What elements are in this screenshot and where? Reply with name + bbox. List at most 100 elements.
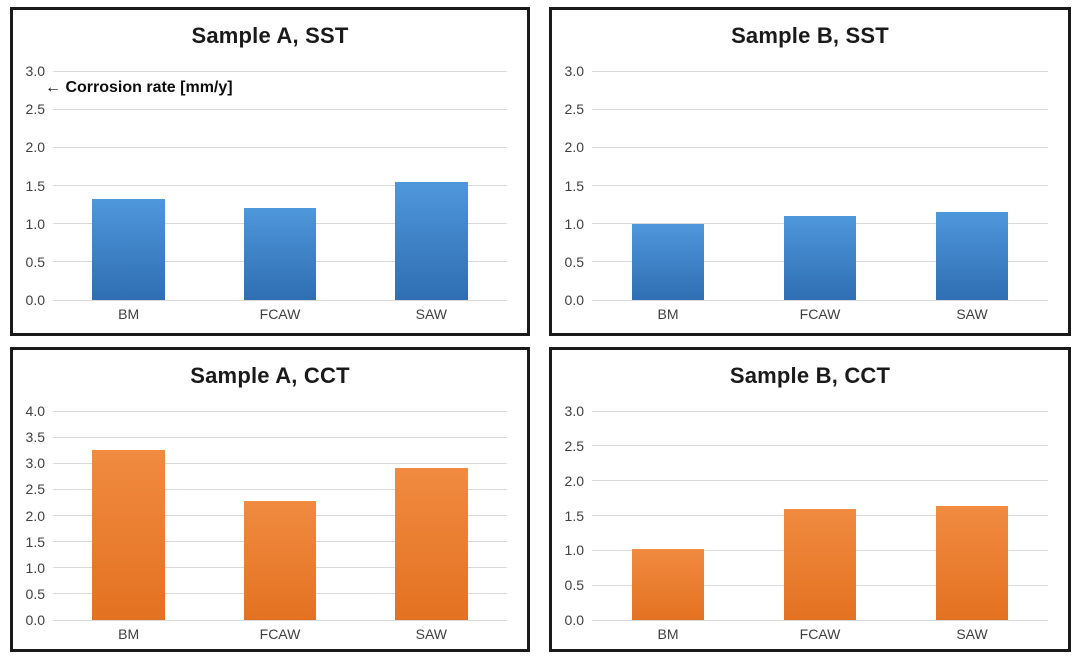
bar-fcaw bbox=[783, 508, 857, 620]
bar-slot bbox=[204, 71, 355, 300]
chart-body: 4.0 3.5 3.0 2.5 2.0 1.5 1.0 0.5 0.0 bbox=[13, 403, 527, 628]
plot-area bbox=[53, 410, 507, 621]
bar-fcaw bbox=[783, 216, 857, 300]
y-tick-label: 1.5 bbox=[564, 507, 584, 524]
bar-slot bbox=[204, 411, 355, 620]
bar-slot bbox=[53, 411, 204, 620]
x-category-label: BM bbox=[118, 306, 140, 322]
x-axis: BM FCAW SAW bbox=[592, 626, 1048, 642]
gridline bbox=[592, 185, 1048, 186]
chart-body: 3.0 2.5 2.0 1.5 1.0 0.5 0.0 bbox=[552, 63, 1068, 308]
bar-saw bbox=[935, 506, 1009, 620]
y-tick-label: 0.0 bbox=[25, 292, 45, 308]
y-tick-label: 0.5 bbox=[564, 577, 584, 594]
bar-bm bbox=[92, 199, 165, 300]
bar-row bbox=[53, 411, 507, 620]
y-tick-label: 1.0 bbox=[564, 215, 584, 232]
chart-panel-sample-b-sst: Sample B, SST 3.0 2.5 2.0 1.5 1.0 0.5 0.0 BM FC… bbox=[549, 7, 1071, 336]
y-tick-label: 2.5 bbox=[564, 437, 584, 454]
gridline bbox=[592, 70, 1048, 72]
x-axis: BM FCAW SAW bbox=[53, 306, 507, 322]
gridline bbox=[53, 299, 507, 301]
bar-slot bbox=[356, 71, 507, 300]
gridline bbox=[53, 410, 507, 412]
y-tick-label: 1.5 bbox=[25, 177, 45, 194]
gridline bbox=[53, 619, 507, 621]
bar-slot bbox=[356, 411, 507, 620]
gridline bbox=[53, 108, 507, 110]
y-tick-label: 2.5 bbox=[564, 101, 584, 118]
y-tick-label: 0.0 bbox=[25, 612, 45, 628]
y-tick-label: 2.0 bbox=[564, 139, 584, 156]
plot-area: ← Corrosion rate [mm/y] bbox=[45, 70, 507, 301]
x-axis: BM FCAW SAW bbox=[592, 306, 1048, 322]
x-category-label: SAW bbox=[415, 306, 447, 322]
bar-slot bbox=[896, 411, 1048, 620]
y-tick-label: 2.5 bbox=[25, 481, 45, 498]
gridline bbox=[53, 185, 507, 186]
bar-bm bbox=[92, 450, 165, 620]
x-axis: BM FCAW SAW bbox=[53, 626, 507, 642]
y-axis: 3.0 2.5 2.0 1.5 1.0 0.5 0.0 bbox=[13, 63, 47, 308]
y-tick-label: 1.5 bbox=[25, 533, 45, 550]
gridline bbox=[592, 619, 1048, 621]
gridline bbox=[53, 70, 507, 72]
bar-slot bbox=[592, 71, 744, 300]
y-tick-label: 3.0 bbox=[564, 63, 584, 79]
chart-panel-sample-a-cct: Sample A, CCT 4.0 3.5 3.0 2.5 2.0 1.5 1.0 0.5 0.… bbox=[10, 347, 530, 652]
chart-panel-sample-b-cct: Sample B, CCT 3.0 2.5 2.0 1.5 1.0 0.5 0.0 BM FC… bbox=[549, 347, 1071, 652]
gridline bbox=[592, 146, 1048, 148]
bar-row bbox=[592, 71, 1048, 300]
gridline bbox=[592, 299, 1048, 301]
bar-slot bbox=[896, 71, 1048, 300]
gridline bbox=[592, 108, 1048, 110]
chart-title: Sample A, SST bbox=[191, 23, 349, 48]
y-tick-label: 2.0 bbox=[25, 139, 45, 156]
bar-bm bbox=[631, 223, 705, 300]
gridline bbox=[53, 436, 507, 438]
y-tick-label: 2.0 bbox=[564, 472, 584, 489]
bar-slot bbox=[53, 71, 204, 300]
y-axis: 3.0 2.5 2.0 1.5 1.0 0.5 0.0 bbox=[552, 63, 586, 308]
plot-area bbox=[592, 410, 1048, 621]
x-category-label: BM bbox=[657, 626, 679, 642]
y-tick-label: 2.0 bbox=[25, 507, 45, 524]
gridline bbox=[53, 462, 507, 464]
chart-body: 3.0 2.5 2.0 1.5 1.0 0.5 0.0 ← Corrosion rate [… bbox=[13, 63, 527, 308]
y-tick-label: 1.5 bbox=[564, 177, 584, 194]
y-tick-label: 3.0 bbox=[25, 63, 45, 79]
y-axis: 3.0 2.5 2.0 1.5 1.0 0.5 0.0 bbox=[552, 403, 586, 628]
plot-area bbox=[592, 70, 1048, 301]
x-category-label: BM bbox=[657, 306, 679, 322]
bar-slot bbox=[592, 411, 744, 620]
y-tick-label: 2.5 bbox=[25, 101, 45, 118]
gridline bbox=[592, 410, 1048, 412]
x-category-label: FCAW bbox=[259, 306, 301, 322]
y-axis: 4.0 3.5 3.0 2.5 2.0 1.5 1.0 0.5 0.0 bbox=[13, 403, 47, 628]
y-tick-label: 1.0 bbox=[25, 215, 45, 232]
y-tick-label: 4.0 bbox=[25, 403, 45, 419]
x-category-label: FCAW bbox=[259, 626, 301, 642]
bar-slot bbox=[744, 411, 896, 620]
chart-panel-sample-a-sst: Sample A, SST 3.0 2.5 2.0 1.5 1.0 0.5 0.0 ← Co… bbox=[10, 7, 530, 336]
chart-title: Sample A, CCT bbox=[190, 363, 350, 388]
bar-fcaw bbox=[243, 501, 317, 620]
bar-fcaw bbox=[243, 207, 317, 300]
y-tick-label: 1.0 bbox=[564, 542, 584, 559]
gridline bbox=[592, 480, 1048, 482]
x-category-label: SAW bbox=[415, 626, 447, 642]
bar-saw bbox=[395, 468, 468, 620]
x-category-label: FCAW bbox=[799, 626, 841, 642]
x-category-label: BM bbox=[118, 626, 140, 642]
chart-body: 3.0 2.5 2.0 1.5 1.0 0.5 0.0 bbox=[552, 403, 1068, 628]
x-category-label: FCAW bbox=[799, 306, 841, 322]
bar-slot bbox=[744, 71, 896, 300]
y-tick-label: 0.0 bbox=[564, 292, 584, 308]
y-tick-label: 0.5 bbox=[564, 253, 584, 270]
bar-row bbox=[53, 71, 507, 300]
x-category-label: SAW bbox=[956, 626, 988, 642]
y-tick-label: 0.5 bbox=[25, 253, 45, 270]
y-tick-label: 0.5 bbox=[25, 585, 45, 602]
y-tick-label: 0.0 bbox=[564, 612, 584, 628]
